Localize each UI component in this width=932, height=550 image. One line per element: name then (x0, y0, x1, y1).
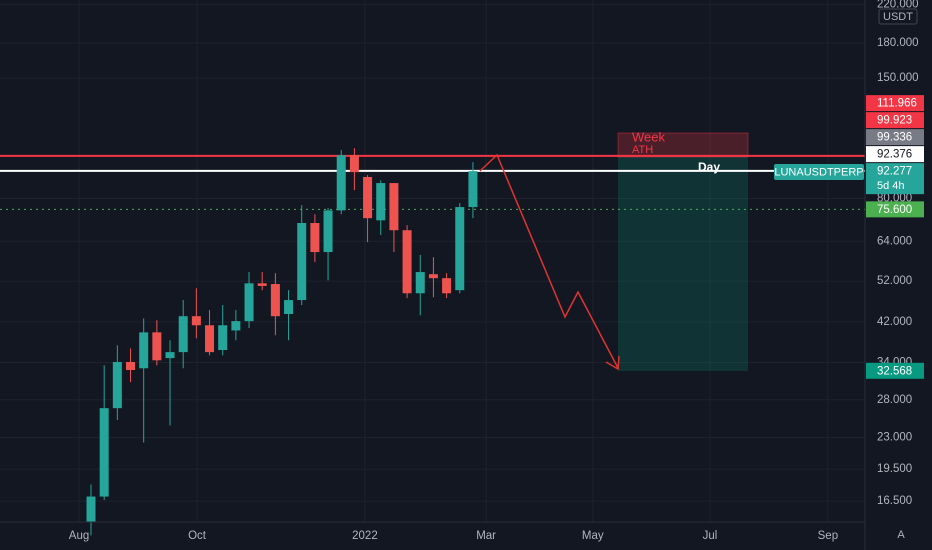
candle-body (402, 230, 412, 294)
day-label: Day (698, 160, 720, 174)
candle-body (455, 207, 465, 291)
price-label: 92.376 (877, 149, 912, 161)
x-tick-label: Aug (69, 530, 89, 542)
candle-body (86, 496, 96, 522)
auto-scale-button[interactable]: A (897, 529, 905, 541)
symbol-label: LUNAUSDTPERP (774, 166, 863, 178)
price-label-box (866, 129, 924, 146)
candle-body (415, 272, 425, 294)
y-tick-label: 28.000 (877, 394, 912, 406)
axis-labels: 220.000180.000150.00080.00064.00052.0004… (69, 0, 924, 542)
candle-body (389, 183, 399, 231)
candle-body (310, 223, 320, 253)
week-label: Week (632, 129, 665, 144)
x-tick-label: May (582, 530, 604, 542)
y-tick-label: 16.500 (877, 495, 912, 507)
candle-body (191, 316, 201, 326)
candle-body (112, 361, 122, 409)
candle-body (363, 176, 373, 219)
projection-arrow (479, 153, 619, 369)
candle-body (323, 210, 333, 253)
price-label-box (866, 146, 924, 163)
price-label: 92.277 (877, 166, 912, 178)
y-tick-label: 180.000 (877, 37, 919, 49)
x-tick-label: Jul (703, 530, 718, 542)
ath-label: ATH (632, 144, 653, 156)
candle-body (336, 155, 346, 211)
candle-body (442, 278, 452, 294)
y-tick-label: 52.000 (877, 275, 912, 287)
price-label: 99.336 (877, 132, 912, 144)
candle-body (270, 284, 280, 317)
candle-body (349, 155, 359, 173)
stop-zone (617, 132, 749, 158)
candle-body (218, 325, 228, 350)
grid (0, 0, 865, 522)
candle-body (428, 274, 438, 279)
candle-body (284, 300, 294, 314)
price-label: 111.966 (877, 98, 917, 110)
candle-body (178, 316, 188, 353)
price-label: 99.923 (877, 115, 912, 127)
levels (0, 154, 865, 210)
y-tick-label: 19.500 (877, 463, 912, 475)
candle-body (468, 171, 478, 208)
candle-body (205, 325, 215, 353)
candle-body (152, 332, 162, 361)
currency-box[interactable] (878, 8, 918, 25)
y-tick-label: 220.000 (877, 0, 919, 11)
y-tick-label: 42.000 (877, 316, 912, 328)
price-label: 32.568 (877, 365, 912, 377)
candle-body (244, 283, 254, 322)
x-tick-label: Mar (476, 530, 496, 542)
price-axis (865, 0, 932, 550)
currency-label[interactable]: USDT (883, 11, 913, 23)
target-zone (618, 157, 748, 371)
price-label-box (866, 201, 924, 218)
price-label-box (866, 112, 924, 129)
price-label-box (866, 362, 924, 379)
y-tick-label: 64.000 (877, 235, 912, 247)
x-tick-label: Oct (188, 530, 207, 542)
y-tick-label: 23.000 (877, 432, 912, 444)
candle-body (126, 361, 136, 371)
candles (86, 148, 478, 536)
y-tick-label: 150.000 (877, 72, 919, 84)
price-label-box (866, 163, 924, 195)
candle-body (376, 183, 386, 221)
arrow-head (605, 355, 620, 371)
candle-body (139, 332, 149, 369)
symbol-box (774, 164, 864, 180)
candle-body (257, 283, 267, 286)
candle-body (297, 223, 307, 301)
countdown-label: 5d 4h (877, 180, 905, 192)
price-label-box (866, 95, 924, 112)
x-tick-label: 2022 (352, 530, 378, 542)
candle-body (165, 352, 175, 359)
candle-body (231, 321, 241, 331)
x-tick-label: Sep (818, 530, 838, 542)
price-label: 75.600 (877, 204, 912, 216)
candle-body (99, 408, 109, 497)
